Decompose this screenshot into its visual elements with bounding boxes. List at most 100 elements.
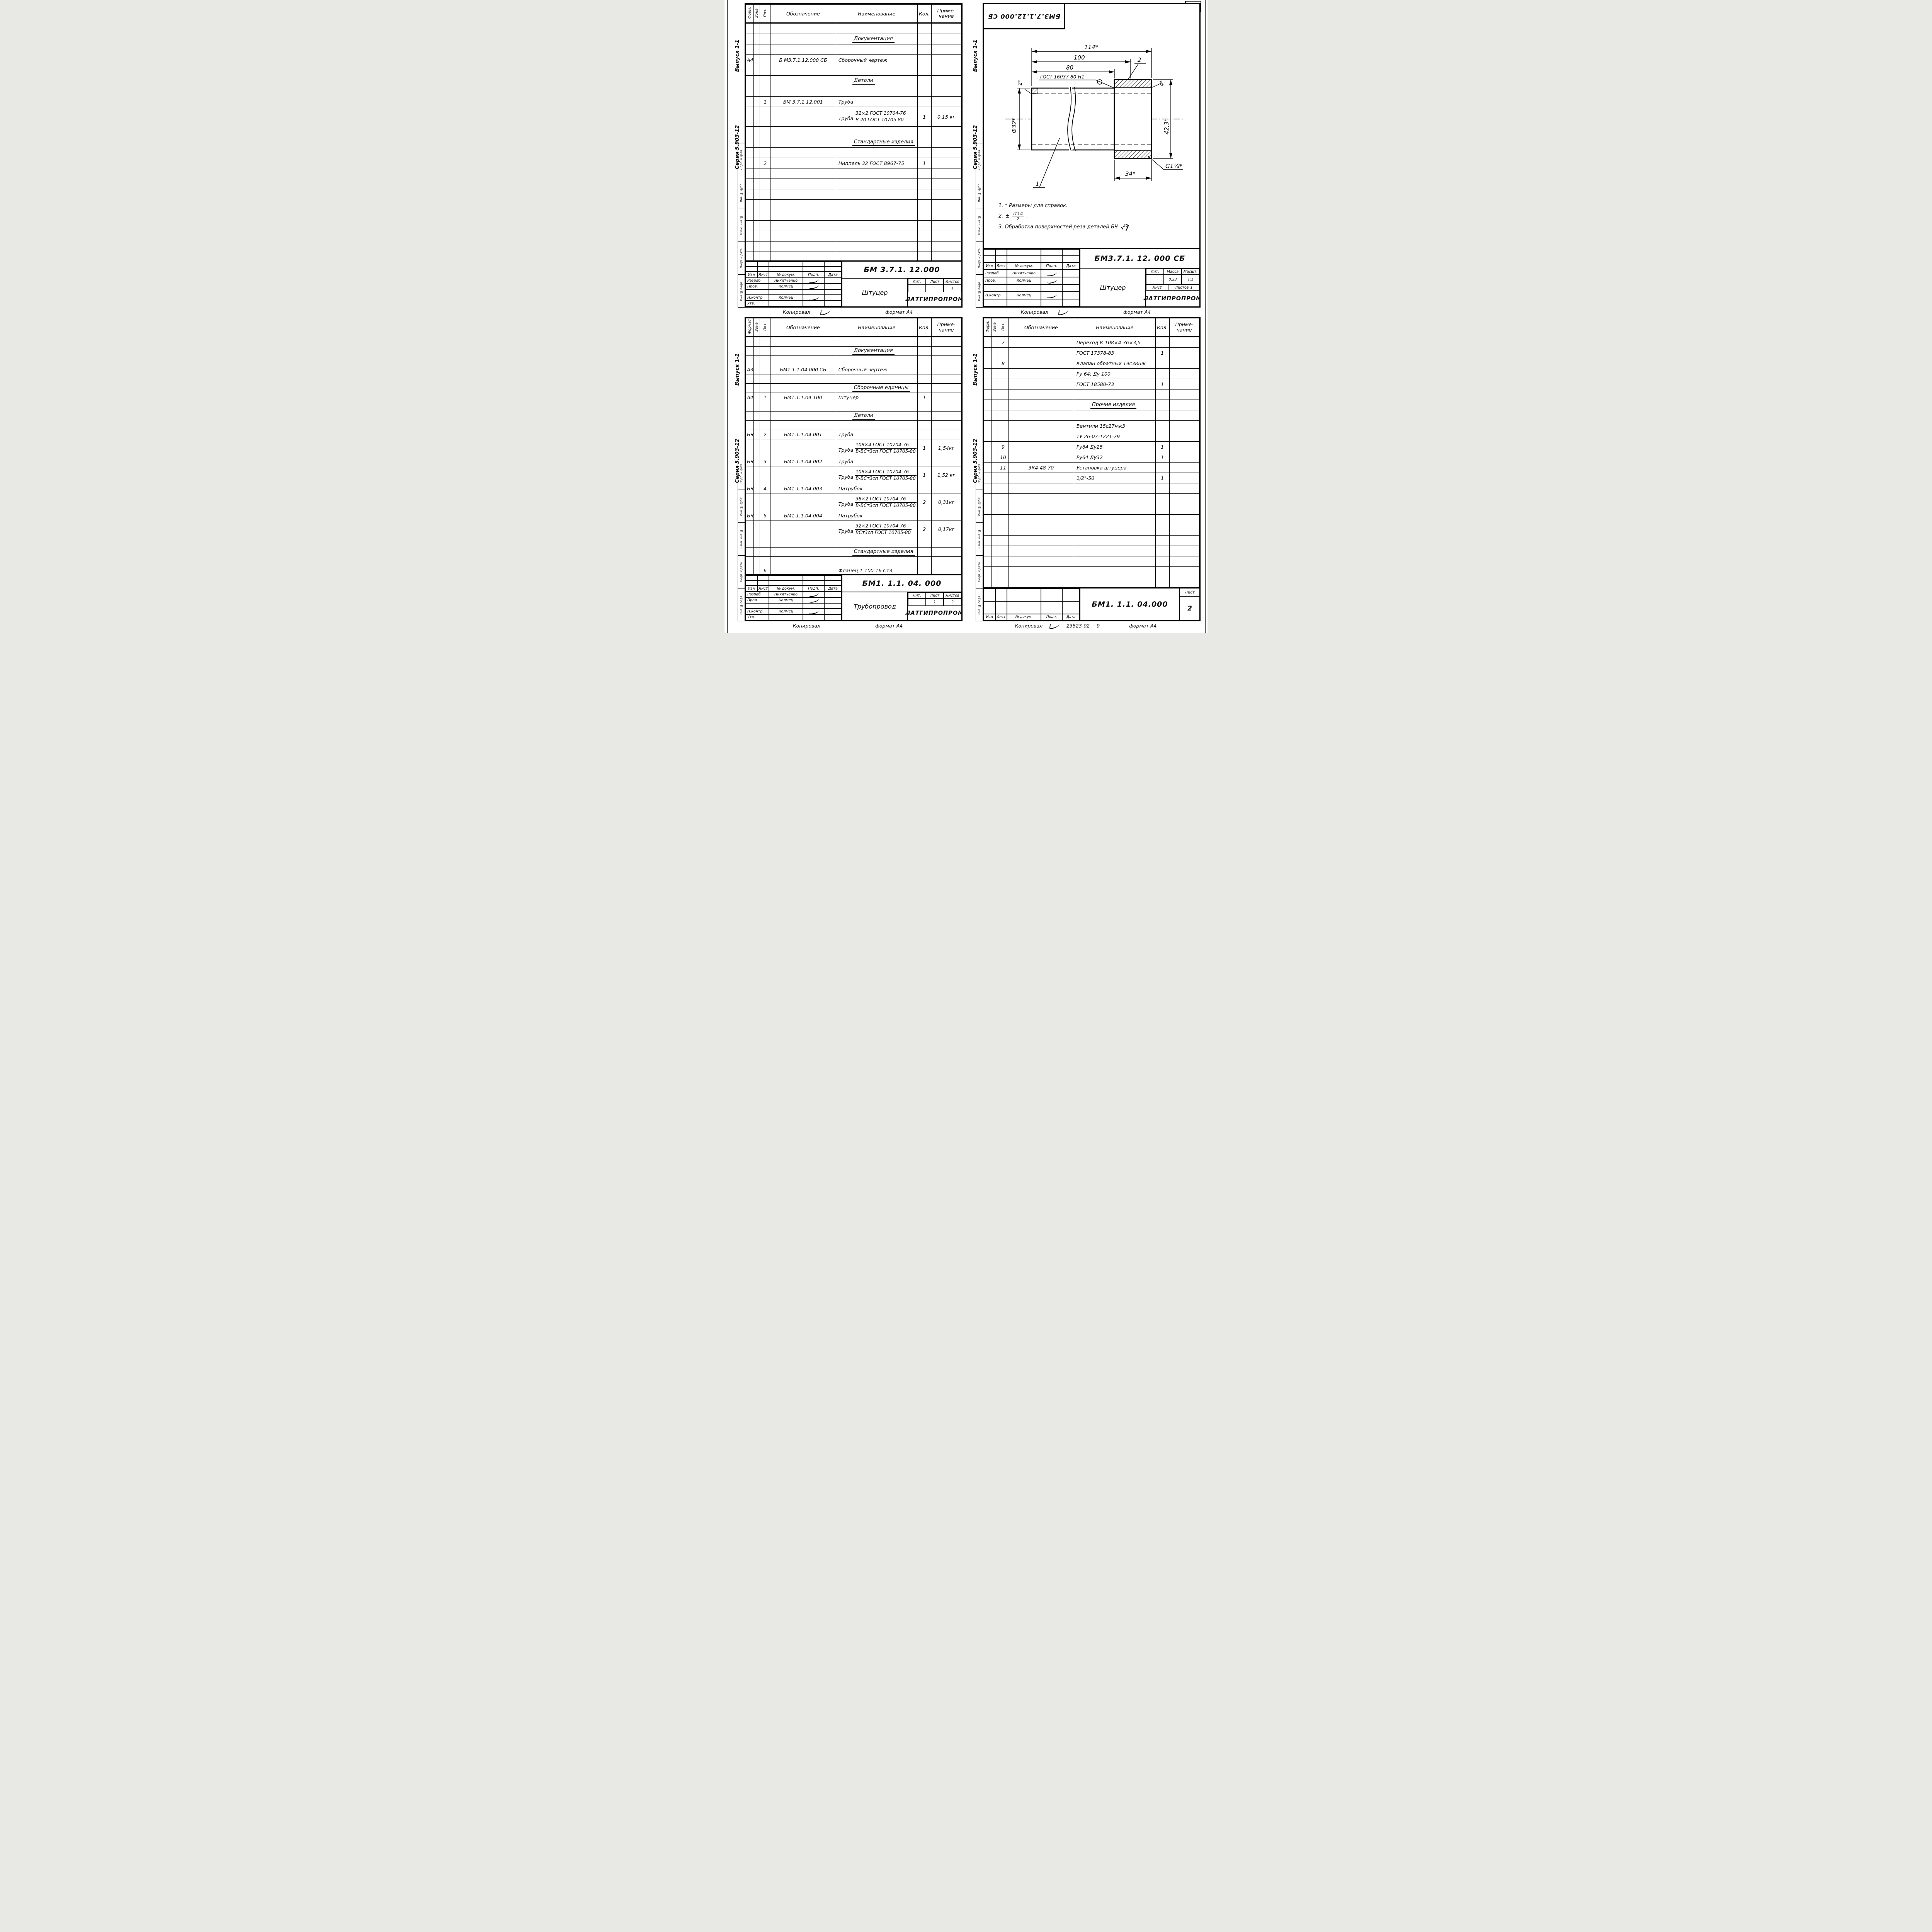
cell-format	[746, 220, 754, 231]
cell-format	[746, 466, 754, 484]
cell-poz: 2	[760, 158, 770, 168]
margin-box: Инв.№ подл.	[740, 281, 743, 301]
tb-part-name: Штуцер	[1080, 269, 1146, 306]
svg-text:114*: 114*	[1084, 44, 1099, 51]
cell-note	[931, 457, 961, 466]
col-form: Форм.	[746, 4, 754, 24]
cell-designation	[1008, 546, 1074, 556]
cell-qty	[917, 511, 932, 520]
cell-name: Сборочный чертеж	[835, 365, 918, 374]
cell-designation	[770, 147, 836, 158]
cell-format	[984, 441, 992, 452]
cell-format	[984, 389, 992, 400]
cell-qty	[917, 137, 932, 148]
cell-qty	[917, 430, 932, 439]
cell-format	[746, 493, 754, 511]
scanned-document-page: 8 Выпуск 1-1 Серия 5.903-12 Подп. и дата…	[724, 0, 1208, 633]
spec-empty-row	[984, 483, 1199, 494]
cell-designation: Б М3.7.1.12.000 СБ	[770, 54, 836, 65]
cell-name: Труба 108×4 ГОСТ 10704-76 В-ВСт3сп ГОСТ 10…	[835, 466, 918, 484]
cell-poz	[998, 493, 1009, 504]
cell-qty	[1155, 514, 1170, 525]
tb-masshtab-value: 1:1	[1182, 275, 1199, 284]
cell-qty: 1	[1155, 473, 1170, 483]
svg-text:G1¼*: G1¼*	[1165, 163, 1182, 170]
footer-code: 23523-02	[1066, 622, 1090, 629]
cell-note	[931, 346, 961, 356]
cell-poz	[998, 546, 1009, 556]
note-1: 1. * Размеры для справок.	[998, 203, 1068, 209]
sheet-footer: Копировал формат А4	[793, 622, 903, 629]
cell-qty: 1	[1155, 379, 1170, 389]
cell-poz: 11	[998, 462, 1009, 473]
cell-format: БЧ	[746, 457, 754, 466]
cell-designation	[1008, 566, 1074, 577]
sheet-footer: Копировал 23523-02 9 формат А4	[971, 621, 1201, 630]
paper-edge-left	[727, 0, 728, 633]
cell-format	[746, 411, 754, 421]
cell-designation	[1008, 514, 1074, 525]
cell-name	[1073, 577, 1156, 588]
cell-note	[931, 566, 961, 575]
cell-note	[1169, 577, 1199, 588]
cell-name: Документация	[835, 346, 918, 356]
cell-format	[746, 147, 754, 158]
cell-note	[931, 147, 961, 158]
cell-name	[835, 189, 918, 200]
cell-zona	[992, 410, 998, 421]
cell-name: Детали	[835, 75, 918, 86]
cell-name	[1073, 410, 1156, 421]
cell-poz	[998, 420, 1009, 431]
cell-format	[746, 210, 754, 221]
tb-doc-number: БМ3.7.1. 12. 000 СБ	[1080, 249, 1199, 269]
cell-designation	[1008, 525, 1074, 536]
spec-empty-row	[984, 493, 1199, 504]
cell-note: 1,52 кг	[931, 466, 961, 484]
spec-header-row: Форм. Зона Поз. Обозначение Наименование…	[984, 318, 1199, 337]
cell-zona	[753, 411, 760, 421]
cell-format	[746, 231, 754, 242]
cell-poz	[998, 368, 1009, 379]
note-3: 3. Обработка поверхностей реза деталей Б…	[998, 222, 1184, 232]
cell-note	[1169, 347, 1199, 358]
margin-stamp-boxes: Подп. и дата Инв.№ дубл. Взам. инв.№ Подп. …	[976, 457, 983, 621]
spec-empty-row	[984, 556, 1199, 567]
cell-name: Сборочные единицы	[835, 383, 918, 393]
cell-poz	[760, 54, 770, 65]
signature-squiggle	[1046, 292, 1057, 299]
spec-empty-row	[746, 374, 961, 384]
cell-zona	[753, 538, 760, 548]
cell-zona	[992, 504, 998, 515]
cell-zona	[992, 566, 998, 577]
cell-qty	[1155, 566, 1170, 577]
cell-qty	[917, 126, 932, 137]
cell-name	[835, 126, 918, 137]
cell-qty	[917, 231, 932, 242]
spec-empty-row	[984, 514, 1199, 525]
cell-name	[1073, 535, 1156, 546]
cell-name: ТУ 26-07-1221-79	[1073, 431, 1156, 442]
tb-organization: ЛАТГИПРОПРОМ	[1143, 295, 1201, 302]
drawing-frame: Форм. Зона Поз. Обозначение Наименование…	[983, 317, 1201, 621]
cell-qty	[917, 179, 932, 189]
margin-box: Взам. инв.№	[738, 523, 745, 556]
cell-designation	[1008, 535, 1074, 546]
margin-box: Подп. и дата	[976, 457, 983, 490]
cell-format	[984, 525, 992, 536]
col-qty: Кол.	[917, 4, 932, 24]
cell-qty	[1155, 368, 1170, 379]
cell-qty: 1	[1155, 452, 1170, 463]
margin-stamp-boxes: Подп. и дата Инв.№ дубл. Взам. инв.№ Подп. …	[738, 457, 745, 621]
cell-note	[931, 383, 961, 393]
cell-zona	[992, 493, 998, 504]
cell-poz	[760, 411, 770, 421]
cell-zona	[992, 441, 998, 452]
cell-qty: 2	[917, 493, 932, 511]
cell-poz	[998, 347, 1009, 358]
cell-qty	[1155, 577, 1170, 588]
spec-item-row: А4 1 БМ1.1.1.04.100 Штуцер 1	[746, 393, 961, 402]
spec-empty-row	[746, 420, 961, 430]
cell-zona	[992, 473, 998, 483]
cell-zona	[753, 65, 760, 76]
cell-zona	[753, 147, 760, 158]
